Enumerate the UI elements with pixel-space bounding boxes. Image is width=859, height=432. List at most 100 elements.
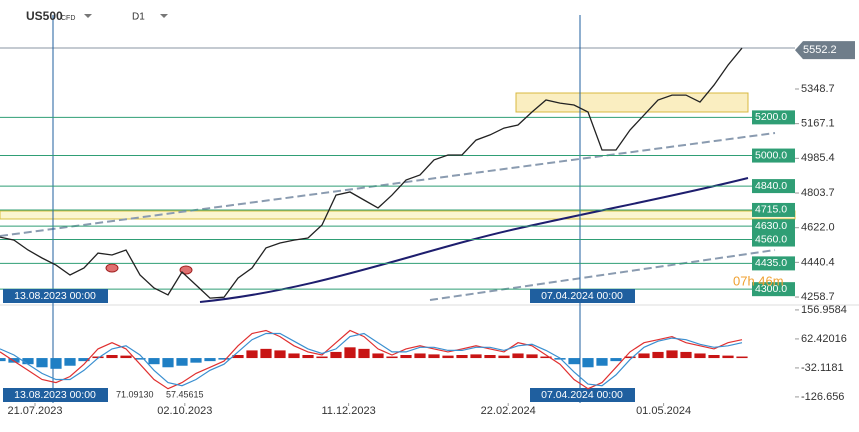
y-tick-label: 4258.7 (801, 291, 835, 303)
histogram-bar (344, 347, 356, 359)
histogram-bar (134, 358, 146, 360)
histogram-bar (386, 356, 398, 359)
level-label-box (752, 256, 795, 271)
histogram-bar (680, 351, 692, 359)
level-label: 4840.0 (755, 180, 787, 192)
histogram-bar (288, 353, 300, 359)
histogram-bar (470, 354, 482, 359)
histogram-bar (638, 353, 650, 359)
crosshair-label-box (530, 289, 635, 303)
trend-line (0, 132, 776, 237)
histogram-bar (540, 356, 552, 359)
histogram-bar (246, 350, 258, 359)
histogram-bar (526, 354, 538, 359)
histogram-bar (330, 351, 342, 359)
histogram-bar (694, 353, 706, 359)
level-label: 4435.0 (755, 257, 787, 269)
moving-average (199, 177, 749, 303)
histogram-bar (50, 358, 62, 369)
indicator-value: 57.45615 (166, 389, 204, 399)
zone-box (0, 210, 796, 220)
y-tick-label: -126.656 (801, 391, 844, 403)
crosshair-label: 07.04.2024 00:00 (541, 389, 623, 401)
histogram-bar (666, 350, 678, 359)
histogram-bar (302, 354, 314, 359)
level-label: 5200.0 (755, 111, 787, 123)
histogram-bar (218, 358, 230, 360)
oscillator-line (0, 332, 743, 387)
y-tick-label: 4803.7 (801, 187, 835, 199)
level-label-box (752, 219, 795, 234)
crosshair-label-box (3, 388, 108, 402)
histogram-bar (596, 358, 608, 366)
histogram-bar (36, 358, 48, 368)
level-label-box (752, 148, 795, 163)
histogram-bar (190, 358, 202, 363)
histogram-bar (358, 348, 370, 359)
y-tick-label: 156.9584 (801, 304, 847, 316)
histogram-bar (204, 358, 216, 362)
histogram-bar (120, 355, 132, 359)
dropdown-icon[interactable] (160, 14, 168, 18)
symbol[interactable]: US500 (26, 9, 63, 23)
histogram-bar (232, 354, 244, 359)
x-tick-label: 21.07.2023 (7, 405, 62, 417)
level-label: 5000.0 (755, 149, 787, 161)
last-value-box (795, 41, 855, 60)
histogram-bar (708, 354, 720, 359)
histogram-bar (78, 358, 90, 362)
histogram-bar (428, 354, 440, 359)
histogram-bar (512, 353, 524, 359)
crosshair-label: 13.08.2023 00:00 (14, 290, 96, 302)
histogram-bar (260, 348, 272, 359)
timeframe[interactable]: D1 (132, 12, 145, 23)
y-tick-label: -32.1181 (801, 362, 844, 374)
oscillator-line (0, 329, 743, 390)
histogram-bar (722, 355, 734, 359)
histogram-bar (624, 356, 636, 359)
histogram-bar (176, 358, 188, 366)
histogram-bar (400, 354, 412, 359)
y-tick-label: 5348.7 (801, 83, 835, 95)
y-tick-label: 62.42016 (801, 333, 847, 345)
level-label-box (752, 282, 795, 297)
x-tick-label: 01.05.2024 (636, 405, 691, 417)
dropdown-icon[interactable] (84, 14, 92, 18)
level-label: 4715.0 (755, 204, 787, 216)
histogram-bar (568, 358, 580, 365)
histogram-bar (316, 356, 328, 359)
countdown: 07h 46m (733, 273, 784, 288)
y-tick-label: 4622.0 (801, 222, 835, 234)
histogram-bar (0, 358, 6, 362)
marker (179, 265, 193, 275)
level-label: 4300.0 (755, 283, 787, 295)
level-label-box (752, 110, 795, 125)
level-label: 4560.0 (755, 233, 787, 245)
histogram-bar (736, 356, 748, 359)
indicator-value: 71.09130 (116, 389, 154, 399)
level-label: 4630.0 (755, 220, 787, 232)
histogram-bar (414, 353, 426, 359)
crosshair-label: 07.04.2024 00:00 (541, 290, 623, 302)
crosshair-label: 13.08.2023 00:00 (14, 389, 96, 401)
instrument-type: CFD (61, 15, 75, 22)
histogram-bar (484, 354, 496, 359)
price-line (0, 47, 743, 299)
histogram-bar (274, 350, 286, 359)
level-label-box (752, 202, 795, 217)
histogram-bar (22, 358, 34, 365)
histogram-bar (582, 358, 594, 368)
y-tick-label: 4985.4 (801, 152, 835, 164)
crosshair-label-box (530, 388, 635, 402)
histogram-bar (64, 358, 76, 366)
y-tick-label: 4440.4 (801, 256, 835, 268)
histogram-bar (8, 358, 20, 363)
histogram-bar (652, 351, 664, 359)
x-tick-label: 02.10.2023 (157, 405, 212, 417)
histogram-bar (92, 356, 104, 359)
level-label-box (752, 232, 795, 247)
y-tick-label: 5167.1 (801, 118, 835, 130)
last-value-label: 5552.2 (803, 44, 837, 56)
